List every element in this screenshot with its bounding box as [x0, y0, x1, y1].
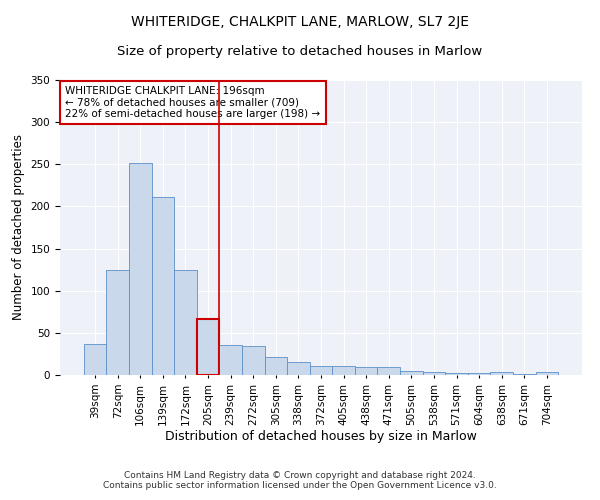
Bar: [265, 358, 287, 375]
Bar: [197, 318, 220, 375]
Bar: [355, 366, 377, 375]
Bar: [129, 162, 152, 375]
Bar: [445, 374, 468, 375]
Bar: [536, 372, 558, 375]
Bar: [174, 270, 197, 375]
Text: WHITERIDGE, CHALKPIT LANE, MARLOW, SL7 2JE: WHITERIDGE, CHALKPIT LANE, MARLOW, SL7 2…: [131, 15, 469, 29]
Bar: [422, 372, 445, 375]
Bar: [310, 366, 332, 375]
Bar: [332, 366, 355, 375]
Bar: [490, 372, 513, 375]
Bar: [242, 346, 265, 375]
Y-axis label: Number of detached properties: Number of detached properties: [12, 134, 25, 320]
Bar: [513, 374, 536, 375]
Bar: [377, 368, 400, 375]
Text: Contains HM Land Registry data © Crown copyright and database right 2024.
Contai: Contains HM Land Registry data © Crown c…: [103, 470, 497, 490]
Bar: [106, 270, 129, 375]
Text: Size of property relative to detached houses in Marlow: Size of property relative to detached ho…: [118, 45, 482, 58]
Bar: [468, 374, 490, 375]
X-axis label: Distribution of detached houses by size in Marlow: Distribution of detached houses by size …: [165, 430, 477, 444]
Bar: [287, 362, 310, 375]
Bar: [400, 371, 422, 375]
Bar: [220, 344, 242, 375]
Bar: [84, 344, 106, 375]
Bar: [152, 197, 174, 375]
Text: WHITERIDGE CHALKPIT LANE: 196sqm
← 78% of detached houses are smaller (709)
22% : WHITERIDGE CHALKPIT LANE: 196sqm ← 78% o…: [65, 86, 320, 119]
